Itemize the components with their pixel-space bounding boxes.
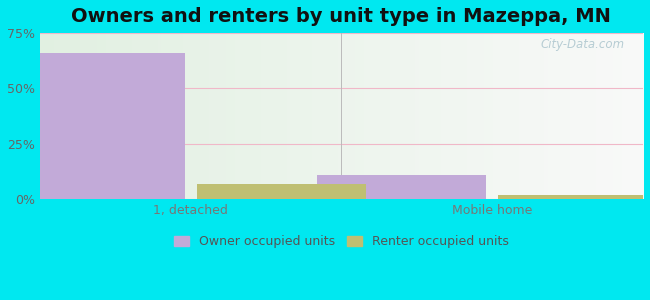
- Legend: Owner occupied units, Renter occupied units: Owner occupied units, Renter occupied un…: [169, 230, 514, 253]
- Title: Owners and renters by unit type in Mazeppa, MN: Owners and renters by unit type in Mazep…: [72, 7, 612, 26]
- Bar: [317, 175, 486, 199]
- Text: City-Data.com: City-Data.com: [541, 38, 625, 51]
- Bar: [499, 195, 650, 199]
- Bar: [16, 53, 185, 199]
- Bar: [197, 184, 365, 199]
